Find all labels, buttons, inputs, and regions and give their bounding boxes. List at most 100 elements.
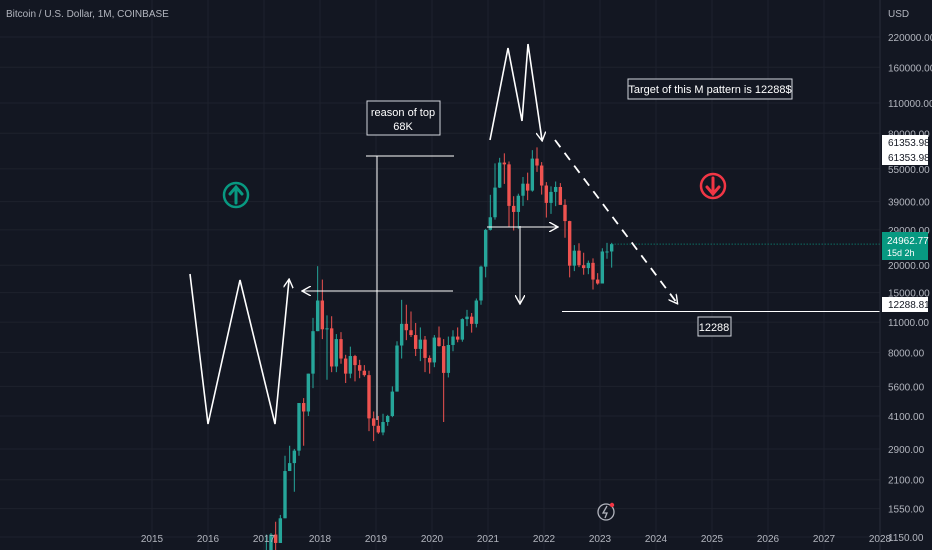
candle-body — [376, 425, 381, 433]
candle-body — [315, 300, 320, 332]
x-tick-label: 2020 — [421, 534, 444, 545]
candle-body — [488, 217, 493, 230]
reason-note-line2: 68K — [393, 121, 413, 133]
candle-body — [292, 450, 297, 464]
candle-body — [516, 195, 521, 212]
x-tick-label: 2024 — [645, 534, 668, 545]
candle-body — [432, 337, 437, 363]
candle-body — [371, 418, 376, 426]
candle-body — [446, 344, 451, 373]
target-path-arrow — [554, 139, 677, 303]
y-tick-label: 1550.00 — [888, 505, 925, 516]
candle-body — [483, 229, 488, 267]
y-tick-label: 29000.00 — [888, 226, 930, 237]
candle-body — [339, 339, 343, 359]
target-price-label-bg — [882, 297, 928, 312]
drawings-layer[interactable] — [189, 43, 880, 425]
x-tick-label: 2027 — [813, 534, 836, 545]
reason-note-line1: reason of top — [371, 107, 435, 119]
candle-body — [577, 250, 581, 266]
high-label-a: 61353.98 — [888, 138, 930, 149]
last-price-label-bg — [882, 232, 928, 260]
candle-body — [605, 251, 609, 253]
candle-body — [469, 316, 474, 324]
x-tick-label: 2019 — [365, 534, 388, 545]
candle-body — [544, 185, 549, 203]
candle-body — [591, 262, 595, 280]
candle-body — [586, 262, 591, 269]
candle-body — [348, 356, 353, 374]
high-label-a-bg — [882, 135, 928, 150]
x-tick-label: 2015 — [141, 534, 164, 545]
candle-body — [287, 463, 292, 472]
target-value-text: 12288 — [699, 322, 730, 334]
x-tick-label: 2025 — [701, 534, 724, 545]
lightning-icon[interactable] — [597, 502, 615, 521]
symbol-title[interactable]: Bitcoin / U.S. Dollar, 1M, COINBASE — [6, 9, 169, 20]
candle-body — [558, 186, 563, 205]
candle-body — [572, 250, 577, 266]
target-value-box[interactable] — [697, 316, 732, 337]
candle-body — [479, 266, 483, 301]
x-tick-label: 2026 — [757, 534, 780, 545]
x-tick-label: 2017 — [253, 534, 276, 545]
candle-body — [413, 335, 418, 349]
candle-body — [535, 158, 539, 166]
y-tick-label: 220000.00 — [888, 33, 932, 44]
target-price-label: 12288.81 — [888, 300, 930, 311]
y-tick-label: 160000.00 — [888, 63, 932, 74]
candle-body — [357, 365, 362, 371]
candle-body — [497, 162, 502, 188]
candle-body — [553, 186, 558, 192]
y-tick-label: 55000.00 — [888, 165, 930, 176]
candle-body — [437, 337, 441, 347]
candle-body — [278, 518, 283, 543]
candle-body — [362, 370, 367, 376]
candle-body — [395, 345, 399, 392]
target-note-box[interactable] — [627, 78, 793, 100]
candle-body — [581, 265, 586, 269]
y-tick-label: 5600.00 — [888, 382, 925, 393]
candle-body — [329, 328, 334, 367]
candle-body — [409, 330, 413, 336]
reason-note-box[interactable] — [366, 100, 441, 136]
y-tick-label: 20000.00 — [888, 261, 930, 272]
candle-body — [297, 403, 301, 451]
candle-body — [441, 346, 446, 373]
axes-layer: USD 220000.00 160000.00 110000.00 80000.00 5… — [141, 0, 932, 550]
candle-body — [600, 251, 605, 284]
candle-body — [390, 391, 395, 417]
candle-body — [595, 279, 600, 284]
candle-body — [325, 328, 329, 330]
candle-body — [404, 323, 409, 331]
candle-body — [563, 204, 567, 222]
x-tick-label: 2018 — [309, 534, 332, 545]
candle-body — [269, 534, 273, 550]
candle-body — [460, 319, 465, 340]
candle-body — [549, 191, 553, 203]
y-tick-label: 110000.00 — [888, 99, 932, 110]
arrow-down-circle-icon — [699, 172, 727, 200]
last-price-label: 24962.77 — [887, 236, 929, 247]
high-label-b-bg — [882, 150, 928, 165]
candle-body — [381, 422, 385, 433]
y-tick-label: 15000.00 — [888, 289, 930, 300]
y-tick-label: 4100.00 — [888, 412, 925, 423]
target-note-text: Target of this M pattern is 12288$ — [628, 84, 791, 96]
candle-body — [343, 358, 348, 374]
candle-body — [474, 300, 479, 324]
y-tick-label: 11000.00 — [888, 318, 929, 329]
x-tick-label: 2022 — [533, 534, 556, 545]
candles-layer[interactable] — [265, 147, 880, 550]
y-tick-label: 8000.00 — [888, 348, 925, 359]
candle-body — [455, 336, 460, 340]
x-tick-label: 2021 — [477, 534, 500, 545]
candle-body — [427, 357, 432, 363]
candle-body — [283, 471, 287, 519]
candle-body — [511, 205, 516, 212]
currency-label: USD — [888, 9, 909, 20]
candle-body — [521, 183, 525, 196]
candle-body — [465, 316, 469, 320]
